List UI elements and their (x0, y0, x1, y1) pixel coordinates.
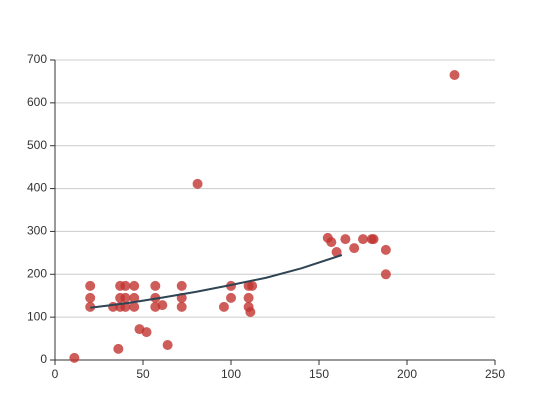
point (340, 234, 351, 245)
y-tick-label: 500 (27, 138, 47, 152)
point (449, 70, 460, 80)
point (85, 280, 96, 291)
x-tick-label: 0 (52, 367, 59, 381)
point (150, 280, 161, 291)
point (380, 244, 391, 255)
y-tick-label: 200 (27, 266, 47, 280)
point (176, 301, 187, 312)
point (226, 292, 236, 303)
point (358, 234, 368, 245)
x-tick-label: 250 (485, 367, 505, 381)
x-tick-label: 200 (397, 367, 417, 381)
point (141, 327, 152, 338)
y-tick-label: 700 (27, 52, 47, 66)
point (326, 237, 337, 248)
point (218, 301, 229, 312)
point (85, 292, 96, 303)
point (245, 307, 256, 317)
x-tick-label: 50 (136, 367, 150, 381)
point (331, 247, 342, 257)
point (368, 234, 379, 245)
point (129, 301, 140, 312)
y-tick-label: 600 (27, 95, 47, 109)
point (349, 243, 360, 254)
point (176, 280, 187, 291)
x-tick-label: 100 (221, 367, 241, 381)
point (69, 352, 80, 363)
point (380, 269, 391, 280)
y-tick-label: 100 (27, 309, 47, 323)
trend-line (90, 254, 343, 309)
point (247, 280, 258, 291)
point (243, 292, 254, 303)
point (129, 280, 140, 291)
y-tick-label: 400 (27, 181, 47, 195)
x-tick-label: 150 (309, 367, 329, 381)
point (113, 343, 124, 354)
point (192, 178, 203, 189)
point (120, 292, 131, 303)
point (157, 300, 168, 311)
y-tick-label: 0 (40, 352, 47, 366)
point (162, 340, 173, 350)
point (120, 280, 131, 291)
y-tick-label: 300 (27, 224, 47, 238)
point (129, 292, 140, 303)
